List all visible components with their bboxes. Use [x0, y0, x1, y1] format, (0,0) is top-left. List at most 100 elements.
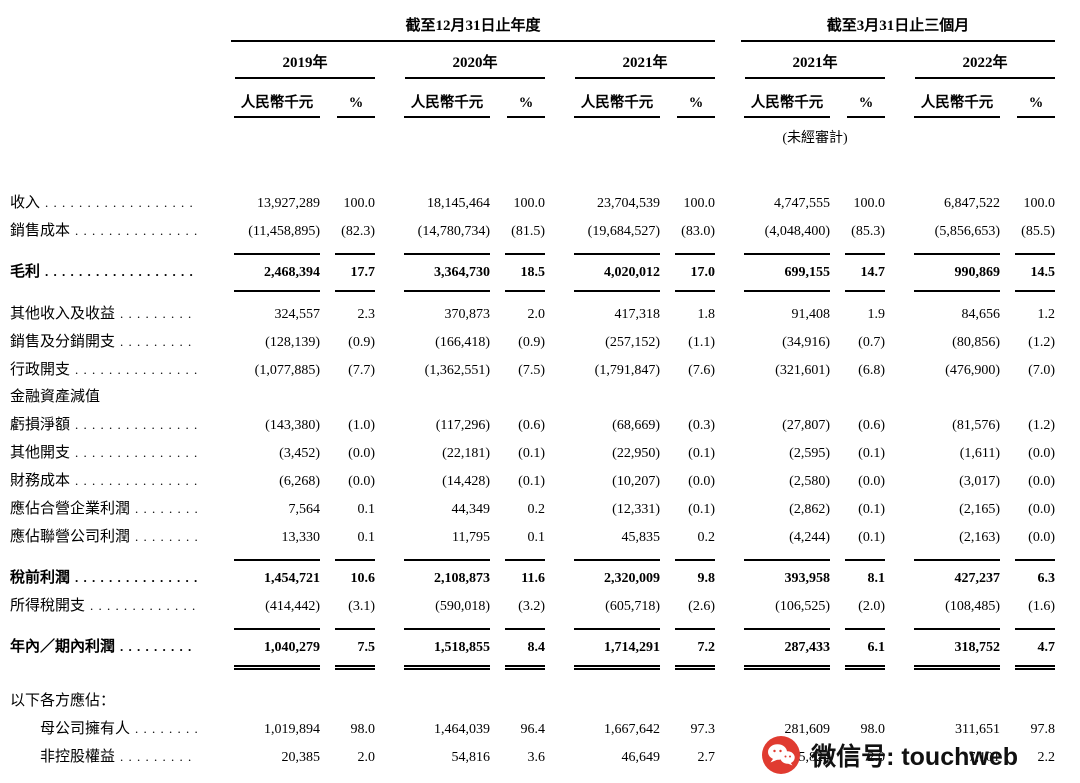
- amount-cell: 44,349: [451, 502, 491, 517]
- percent-cell: (0.6): [858, 418, 885, 433]
- dot-leader: [90, 592, 197, 619]
- row-label-text: 母公司擁有人: [40, 721, 131, 737]
- table-row: 金融資產減值: [10, 384, 1062, 411]
- percent-cell: (7.5): [518, 363, 545, 378]
- dot-leader: [75, 439, 197, 466]
- unit-header: 人民幣千元: [375, 91, 490, 118]
- amount-cell: 1,714,291: [545, 628, 660, 670]
- unit-header: 人民幣千元: [545, 91, 660, 118]
- dot-leader: [120, 328, 197, 355]
- percent-cell: 98.0: [350, 722, 376, 737]
- table-row: 收入 13,927,289 100.0 18,145,464 100.0 23,704,5…: [10, 189, 1062, 217]
- amount-cell: 318,752: [885, 628, 1000, 670]
- percent-cell: 14.5: [1000, 253, 1055, 292]
- percent-cell: (0.7): [858, 335, 885, 350]
- row-label-text: 銷售成本: [10, 223, 71, 239]
- table-row: 財務成本 (6,268) (0.0) (14,428) (0.1) (10,207) (0.…: [10, 467, 1062, 495]
- column-group-annual-title: 截至12月31日止年度: [231, 14, 715, 42]
- row-label: 虧損淨額: [10, 411, 205, 439]
- amount-cell: (27,807): [782, 418, 830, 433]
- amount-cell: 23,704,539: [597, 196, 660, 211]
- percent-cell: 17.7: [320, 253, 375, 292]
- amount-cell: (19,684,527): [587, 224, 660, 239]
- percent-cell: 14.7: [830, 253, 885, 292]
- percent-cell: 1.2: [1037, 307, 1056, 322]
- amount-cell: 1,518,855: [375, 628, 490, 670]
- percent-cell: 1.8: [697, 307, 716, 322]
- amount-cell: 281,609: [784, 722, 831, 737]
- row-label-text: 應佔合營企業利潤: [10, 501, 131, 517]
- amount-cell: (80,856): [952, 335, 1000, 350]
- percent-cell: 6.3: [1000, 559, 1055, 592]
- amount-cell: (143,380): [265, 418, 320, 433]
- percent-cell: (3.1): [348, 599, 375, 614]
- amount-cell: (22,181): [442, 446, 490, 461]
- row-label: 銷售成本: [10, 217, 205, 245]
- amount-cell: (128,139): [265, 335, 320, 350]
- amount-cell: 1,464,039: [434, 722, 490, 737]
- year-header-2020: 2020年: [375, 51, 545, 79]
- percent-cell: 7.2: [660, 628, 715, 670]
- dot-leader: [75, 217, 197, 244]
- percent-cell: 100.0: [1023, 196, 1056, 211]
- year-header-2021-q1: 2021年: [715, 51, 885, 79]
- percent-cell: (0.1): [518, 474, 545, 489]
- percent-cell: 98.0: [860, 722, 886, 737]
- table-row: 年內／期內利潤 1,040,2797.51,518,8558.41,714,291…: [10, 628, 1062, 670]
- percent-cell: 0.1: [357, 530, 376, 545]
- table-row: 毛利 2,468,39417.73,364,73018.54,020,01217.…: [10, 253, 1062, 292]
- unit-header-row: 人民幣千元 % 人民幣千元 % 人民幣千元 % 人民幣千元 % 人民幣千元 %: [10, 91, 1062, 118]
- unaudited-note: (未經審計): [782, 131, 848, 146]
- amount-cell: (3,017): [959, 474, 1000, 489]
- amount-cell: (1,611): [959, 446, 1000, 461]
- amount-cell: (414,442): [265, 599, 320, 614]
- amount-cell: 46,649: [621, 750, 661, 765]
- amount-cell: 427,237: [885, 559, 1000, 592]
- amount-cell: 699,155: [715, 253, 830, 292]
- row-label: 應佔聯營公司利潤: [10, 523, 205, 551]
- percent-cell: (7.0): [1028, 363, 1055, 378]
- year-header-2021: 2021年: [545, 51, 715, 79]
- table-row: 以下各方應佔：: [10, 688, 1062, 715]
- amount-cell: 417,318: [614, 307, 661, 322]
- amount-cell: 4,747,555: [774, 196, 830, 211]
- amount-cell: (34,916): [782, 335, 830, 350]
- amount-cell: 287,433: [715, 628, 830, 670]
- amount-cell: (2,862): [789, 502, 830, 517]
- unit-header: 人民幣千元: [885, 91, 1000, 118]
- row-label: 以下各方應佔：: [10, 688, 205, 715]
- row-label: 應佔合營企業利潤: [10, 495, 205, 523]
- amount-cell: 3,364,730: [375, 253, 490, 292]
- amount-cell: (2,165): [959, 502, 1000, 517]
- row-label-text: 財務成本: [10, 473, 71, 489]
- amount-cell: 84,656: [961, 307, 1001, 322]
- amount-cell: (10,207): [612, 474, 660, 489]
- percent-cell: 100.0: [513, 196, 546, 211]
- amount-cell: 20,385: [281, 750, 321, 765]
- percent-header: %: [830, 94, 885, 118]
- table-body: 收入 13,927,289 100.0 18,145,464 100.0 23,704,5…: [10, 189, 1062, 771]
- amount-cell: (5,856,653): [934, 224, 1000, 239]
- amount-cell: (605,718): [605, 599, 660, 614]
- percent-cell: (81.5): [511, 224, 545, 239]
- amount-cell: 4,020,012: [545, 253, 660, 292]
- percent-cell: 1.9: [867, 307, 886, 322]
- amount-cell: (321,601): [775, 363, 830, 378]
- percent-cell: (1.0): [348, 418, 375, 433]
- dot-leader: [75, 467, 197, 494]
- row-label: 財務成本: [10, 467, 205, 495]
- table-row: 非控股權益 20,385 2.0 54,816 3.6 46,649 2.7 5,824 2.0…: [10, 743, 1062, 771]
- percent-cell: (0.6): [518, 418, 545, 433]
- percent-cell: (7.6): [688, 363, 715, 378]
- percent-cell: (0.0): [1028, 446, 1055, 461]
- amount-cell: (106,525): [775, 599, 830, 614]
- amount-cell: 7,101: [968, 750, 1001, 765]
- amount-cell: (12,331): [612, 502, 660, 517]
- row-label: 金融資產減值: [10, 384, 205, 411]
- percent-cell: (0.1): [518, 446, 545, 461]
- amount-cell: (117,296): [435, 418, 490, 433]
- percent-cell: (3.2): [518, 599, 545, 614]
- percent-cell: (0.0): [858, 474, 885, 489]
- percent-cell: (1.2): [1028, 335, 1055, 350]
- amount-cell: (2,595): [789, 446, 830, 461]
